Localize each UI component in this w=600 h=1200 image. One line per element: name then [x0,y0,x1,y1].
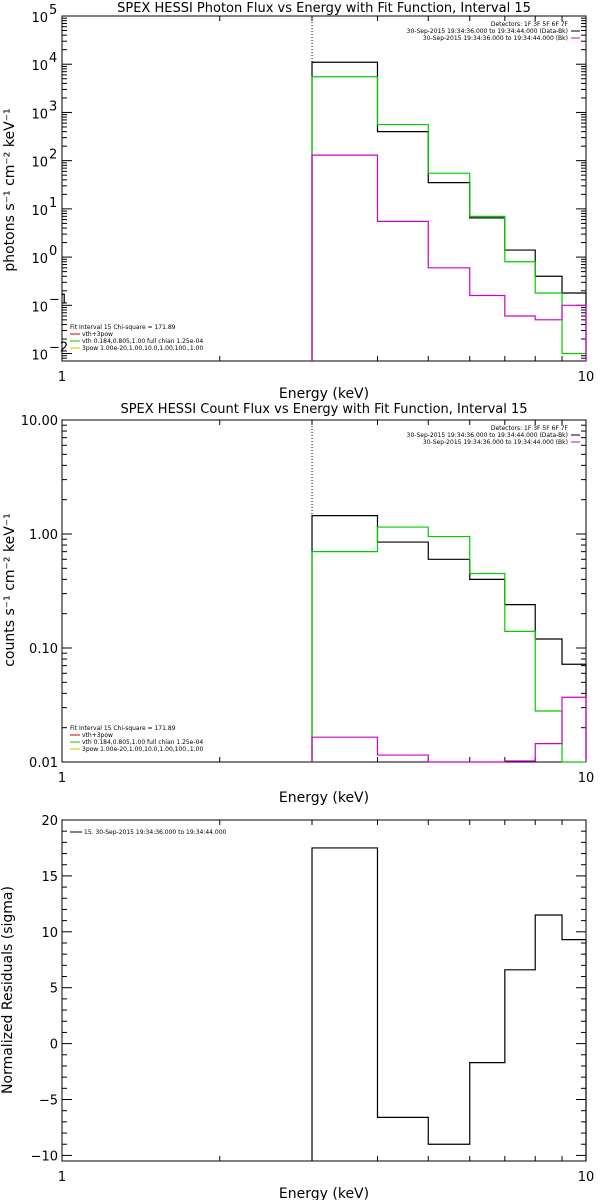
y-tick-exponent: 5 [49,3,57,18]
y-tick-label: 20 [41,814,58,829]
legend-entry: Fit Interval 15 Chi-square = 171.89 [70,725,176,732]
y-tick-label: 104 [31,51,57,74]
series-3-step-line [311,696,587,763]
info-line: 30-Sep-2015 19:34:36.000 to 19:34:44.000… [423,439,568,446]
x-tick-label: 1 [58,771,66,786]
x-tick-label: 1 [58,370,66,385]
info-line: 30-Sep-2015 19:34:36.000 to 19:34:44.000… [423,35,568,42]
series-3-step-line [311,154,587,361]
chart-panel-2: SPEX HESSI Count Flux vs Energy with Fit… [2,402,594,806]
y-tick-exponent: 1 [49,196,57,211]
y-tick-label: 105 [31,3,57,26]
y-tick-exponent: 4 [49,51,57,66]
x-tick-label: 1 [58,1170,66,1185]
plot-frame [61,419,587,763]
y-tick-label: 10 [41,926,58,941]
y-tick-base: 10 [31,11,48,26]
y-tick-exponent: 0 [49,244,57,259]
y-tick-label: 0.01 [29,756,58,771]
series-2-step-line [311,526,586,763]
plot-frame [61,819,587,1162]
x-axis-label: Energy (keV) [279,386,369,402]
series-1-step-line [311,515,587,762]
info-line: Detectors: 1F 3F 5F 6F 7F [491,21,569,28]
info-line: 30-Sep-2015 19:34:36.000 to 19:34:44.000… [407,432,568,439]
y-axis-label: Normalized Residuals (sigma) [0,886,16,1094]
plot-frame [61,15,587,362]
info-line: 30-Sep-2015 19:34:36.000 to 19:34:44.000… [407,28,568,35]
chart-panel-3: 1 10 −10 −5 0 5 10 15 20 Energy (keV) Normalized R… [0,814,594,1200]
legend-entry: vth 0.184,0.805,1.00 full chian 1.25e-04 [82,739,203,746]
y-tick-exponent: −2 [49,341,68,356]
y-tick-base: 10 [31,156,48,171]
y-tick-base: 10 [31,252,48,267]
chart-panel-1: SPEX HESSI Photon Flux vs Energy with Fi… [2,1,594,402]
y-axis-label: counts s⁻¹ cm⁻² keV⁻¹ [2,513,18,667]
y-tick-label: 10.00 [21,414,58,429]
legend-entry: vth+3pow [82,331,113,338]
y-axis-label: photons s⁻¹ cm⁻² keV⁻¹ [2,108,18,271]
y-tick-base: 10 [31,204,48,219]
x-axis-label: Energy (keV) [279,1186,369,1200]
info-line: Detectors: 1F 3F 5F 6F 7F [491,425,569,432]
y-tick-label: 0.10 [29,642,58,657]
x-axis-label: Energy (keV) [279,790,369,806]
series-2-step-line [311,76,587,361]
legend-entry: Fit Interval 15 Chi-square = 171.89 [70,324,176,331]
x-tick-label: 10 [578,370,595,385]
y-tick-label: 5 [50,982,58,997]
y-tick-label: 10−2 [31,341,68,364]
chart-title: SPEX HESSI Photon Flux vs Energy with Fi… [117,1,531,16]
y-tick-label: 1.00 [29,528,58,543]
y-tick-exponent: 3 [49,99,57,114]
x-tick-label: 10 [578,771,595,786]
y-tick-label: 103 [31,99,57,122]
y-tick-exponent: −1 [49,292,68,307]
y-tick-label: −10 [31,1149,58,1164]
x-tick-label: 10 [578,1170,595,1185]
legend-entry: vth+3pow [82,732,113,739]
y-tick-base: 10 [31,59,48,74]
y-tick-label: 101 [31,196,57,219]
y-tick-base: 10 [31,349,48,364]
y-tick-label: 100 [31,244,57,267]
chart-title: SPEX HESSI Count Flux vs Energy with Fit… [120,402,527,417]
legend-entry: 15. 30-Sep-2015 19:34:36.000 to 19:34:44… [84,829,227,836]
legend-entry: 3pow 1.00e-20,1.00,10.0,1.00,100.,1.00 [82,345,203,352]
y-tick-base: 10 [31,107,48,122]
legend-entry: 3pow 1.00e-20,1.00,10.0,1.00,100.,1.00 [82,746,203,753]
y-tick-label: 10−1 [31,292,68,315]
series-1-step-line [311,61,587,361]
series-1-step-line [311,847,587,1161]
y-tick-exponent: 2 [49,148,57,163]
y-tick-base: 10 [31,300,48,315]
y-tick-label: 15 [41,870,58,885]
y-tick-label: 102 [31,148,57,171]
y-tick-label: 0 [50,1038,58,1053]
legend-entry: vth 0.184,0.805,1.00 full chian 1.25e-04 [82,338,203,345]
y-tick-label: −5 [39,1094,58,1109]
